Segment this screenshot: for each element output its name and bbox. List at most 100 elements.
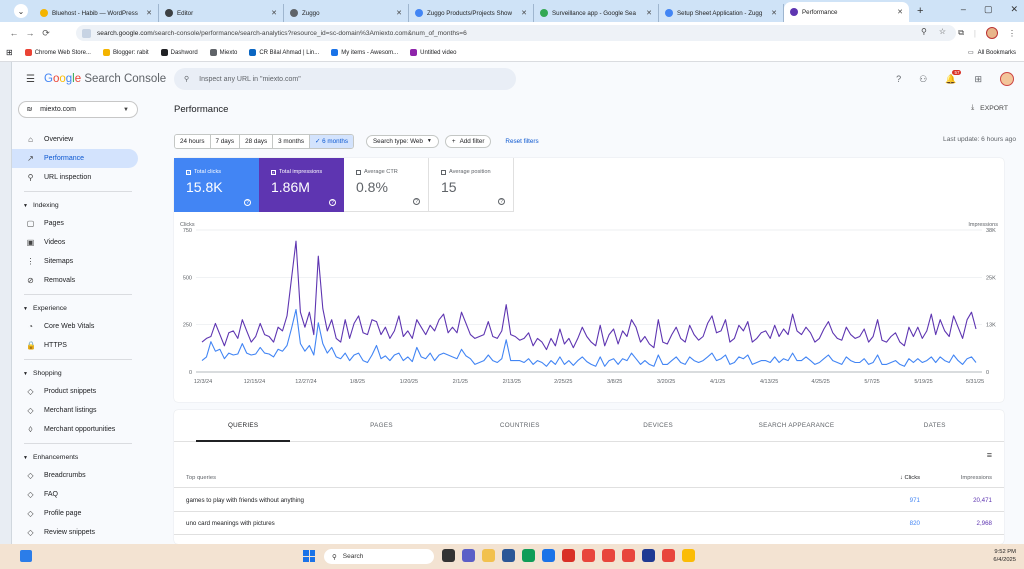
file-explorer-icon[interactable] <box>482 549 495 562</box>
account-avatar[interactable] <box>1000 72 1014 86</box>
widgets-icon[interactable] <box>20 550 32 562</box>
date-range-option[interactable]: ✓ 6 months <box>310 134 353 148</box>
table-row[interactable]: games to play with friends without anyth… <box>174 489 1004 512</box>
header-clicks[interactable]: ↓ Clicks <box>900 475 920 481</box>
property-selector[interactable]: ₪ miexto.com ▼ <box>18 101 138 118</box>
bookmark-item[interactable]: My items - Awesom... <box>331 49 398 56</box>
excel-icon[interactable] <box>642 549 655 562</box>
bookmark-item[interactable]: Untitled video <box>410 49 457 56</box>
maximize-icon[interactable]: ▢ <box>983 4 993 14</box>
bookmark-item[interactable]: Blogger: rabit <box>102 49 149 56</box>
add-filter-button[interactable]: + Add filter <box>444 134 492 148</box>
browser-tab[interactable]: Setup Sheet Application - Zugg ✕ <box>659 4 784 22</box>
browser-menu-icon[interactable]: ⋮ <box>1008 28 1016 38</box>
zoom-icon[interactable]: ⚲ <box>920 27 927 36</box>
address-input[interactable]: search.google.com/search-console/perform… <box>76 25 956 41</box>
bookmark-item[interactable]: Chrome Web Store... <box>24 49 91 56</box>
browser-tab[interactable]: Editor ✕ <box>159 4 284 22</box>
chat-icon[interactable] <box>462 549 475 562</box>
tab-close-icon[interactable]: ✕ <box>646 10 652 17</box>
tab-search-icon[interactable]: ⌄ <box>14 4 28 18</box>
metric-card-average-position[interactable]: Average position 15? <box>429 158 514 212</box>
sidebar-section-experience[interactable]: ▼ Experience <box>12 300 152 317</box>
sidebar-item-pages[interactable]: ▢ Pages <box>12 214 152 233</box>
checkbox-icon[interactable]: ✓ <box>271 169 276 175</box>
close-icon[interactable]: ✕ <box>1010 4 1018 14</box>
sidebar-item-breadcrumbs[interactable]: ◇ Breadcrumbs <box>12 466 152 485</box>
chrome-profile3-icon[interactable] <box>662 549 675 562</box>
back-icon[interactable]: ← <box>9 28 19 38</box>
checkbox-icon[interactable]: ✓ <box>186 169 191 175</box>
profile-avatar[interactable] <box>986 27 998 39</box>
edge-icon[interactable] <box>522 549 535 562</box>
help-icon[interactable]: ? <box>896 74 902 84</box>
help-icon[interactable]: ? <box>413 198 420 205</box>
bookmark-star-icon[interactable]: ☆ <box>938 27 946 36</box>
sidebar-item-review-snippets[interactable]: ◇ Review snippets <box>12 523 152 542</box>
app2-icon[interactable] <box>682 549 695 562</box>
sidebar-section-indexing[interactable]: ▼ Indexing <box>12 197 152 214</box>
sidebar-item-sitemaps[interactable]: ⋮ Sitemaps <box>12 252 152 271</box>
tab-countries[interactable]: COUNTRIES <box>499 422 540 429</box>
tab-close-icon[interactable]: ✕ <box>146 10 152 17</box>
export-button[interactable]: ⤓ EXPORT <box>971 104 1008 112</box>
tab-devices[interactable]: DEVICES <box>643 422 674 429</box>
chrome-profile2-icon[interactable] <box>622 549 635 562</box>
date-range-option[interactable]: 3 months <box>273 134 311 148</box>
tab-close-icon[interactable]: ✕ <box>897 9 903 16</box>
minimize-icon[interactable]: – <box>960 4 966 14</box>
system-clock[interactable]: 9:52 PM 6/4/2025 <box>993 548 1016 564</box>
site-info-icon[interactable] <box>82 28 91 38</box>
sidebar-item-https[interactable]: 🔒 HTTPS <box>12 336 152 355</box>
date-range-option[interactable]: 7 days <box>210 134 241 148</box>
apps-icon[interactable]: ⊞ <box>974 73 982 84</box>
sidebar-item-faq[interactable]: ◇ FAQ <box>12 485 152 504</box>
sidebar-item-merchant-opportunities[interactable]: ◊ Merchant opportunities <box>12 420 152 439</box>
apps-grid-icon[interactable]: ⊞ <box>6 48 13 57</box>
help-icon[interactable]: ? <box>329 199 336 206</box>
reset-filters-link[interactable]: Reset filters <box>505 137 539 145</box>
metric-card-total-clicks[interactable]: ✓ Total clicks 15.8K? <box>174 158 259 212</box>
extensions-icon[interactable]: ⧉ <box>958 28 964 37</box>
sidebar-section-enhancements[interactable]: ▼ Enhancements <box>12 449 152 466</box>
chrome-icon[interactable] <box>582 549 595 562</box>
sidebar-item-videos[interactable]: ▣ Videos <box>12 233 152 252</box>
sidebar-item-profile-page[interactable]: ◇ Profile page <box>12 504 152 523</box>
task-view-icon[interactable] <box>442 549 455 562</box>
sidebar-item-performance[interactable]: ↗ Performance <box>12 149 138 168</box>
main-menu-icon[interactable]: ☰ <box>26 74 35 85</box>
url-inspect-search[interactable]: ⚲ Inspect any URL in "miexto.com" <box>174 68 516 90</box>
sidebar-item-overview[interactable]: ⌂ Overview <box>12 130 152 149</box>
sidebar-item-core-web-vitals[interactable]: ◔ Core Web Vitals <box>12 317 152 336</box>
tab-close-icon[interactable]: ✕ <box>396 10 402 17</box>
sidebar-item-removals[interactable]: ⊘ Removals <box>12 271 152 290</box>
metric-card-average-ctr[interactable]: Average CTR 0.8%? <box>344 158 429 212</box>
tab-search-appearance[interactable]: SEARCH APPEARANCE <box>758 422 835 429</box>
chrome-profile-icon[interactable] <box>602 549 615 562</box>
browser-tab[interactable]: Zuggo ✕ <box>284 4 409 22</box>
checkbox-icon[interactable] <box>356 169 361 175</box>
help-icon[interactable]: ? <box>498 198 505 205</box>
tab-close-icon[interactable]: ✕ <box>521 10 527 17</box>
metric-card-total-impressions[interactable]: ✓ Total impressions 1.86M? <box>259 158 344 212</box>
opera-icon[interactable] <box>562 549 575 562</box>
reload-icon[interactable]: ⟳ <box>42 27 50 38</box>
browser-tab[interactable]: Performance ✕ <box>784 2 909 22</box>
forward-icon[interactable]: → <box>25 28 35 38</box>
bookmark-item[interactable]: CR Bilal Ahmad | Lin... <box>249 49 319 56</box>
store-icon[interactable] <box>502 549 515 562</box>
help-icon[interactable]: ? <box>244 199 251 206</box>
all-bookmarks-button[interactable]: ▭ All Bookmarks <box>968 49 1016 57</box>
tab-close-icon[interactable]: ✕ <box>771 10 777 17</box>
new-tab-button[interactable]: + <box>917 5 924 17</box>
bookmark-item[interactable]: Dashword <box>160 49 198 56</box>
taskbar-search[interactable]: ⚲ Search <box>324 549 434 564</box>
tab-queries[interactable]: QUERIES <box>174 410 312 442</box>
search-type-filter[interactable]: Search type: Web ▼ <box>365 134 439 148</box>
notifications-bell-icon[interactable]: 🔔 57 <box>945 69 962 84</box>
sidebar-item-product-snippets[interactable]: ◇ Product snippets <box>12 382 152 401</box>
sidebar-item-url-inspection[interactable]: ⚲ URL inspection <box>12 168 152 187</box>
app-icon[interactable] <box>542 549 555 562</box>
table-row[interactable]: uno card meanings with pictures 820 2,968 <box>174 512 1004 535</box>
bookmark-item[interactable]: Miexto <box>209 49 237 56</box>
